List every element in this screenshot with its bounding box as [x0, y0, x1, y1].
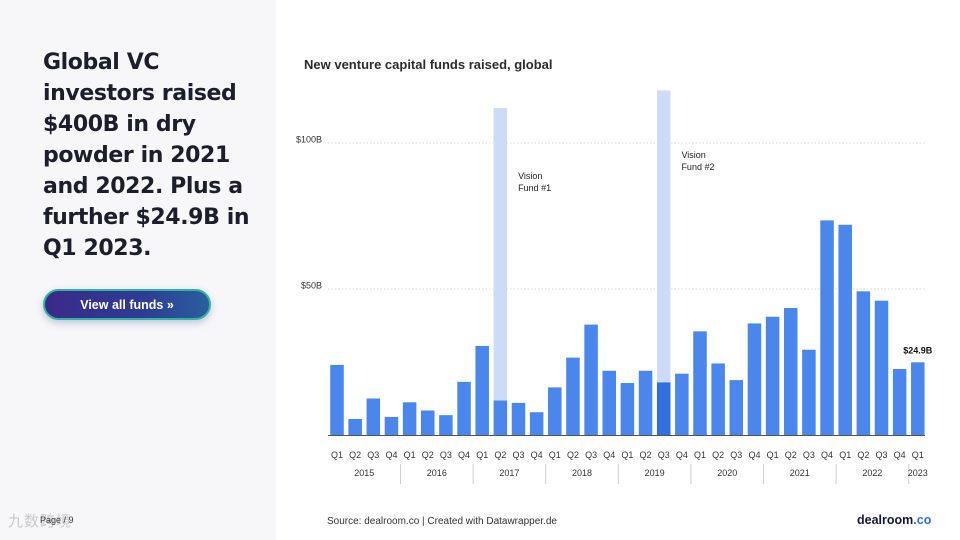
- last-value-label: $24.9B: [903, 345, 933, 355]
- annotation-label: Vision: [518, 171, 542, 181]
- bar: [493, 400, 508, 435]
- year-label: 2015: [354, 468, 374, 478]
- vision-fund-band: [493, 107, 508, 436]
- x-tick-label: Q3: [875, 450, 887, 460]
- x-tick-label: Q4: [385, 450, 397, 460]
- bar: [838, 224, 852, 435]
- x-tick-label: Q2: [422, 450, 434, 460]
- year-label: 2016: [427, 468, 447, 478]
- bar: [747, 323, 762, 435]
- bar: [548, 387, 562, 435]
- bar: [711, 363, 725, 435]
- y-tick-label: $50B: [301, 281, 322, 291]
- bar: [475, 345, 489, 435]
- bar: [656, 382, 671, 435]
- x-tick-label: Q1: [549, 450, 561, 460]
- bar: [384, 416, 399, 435]
- vision-fund-band: [656, 90, 671, 435]
- bar: [439, 415, 453, 435]
- x-tick-label: Q4: [458, 450, 470, 460]
- bar: [602, 370, 616, 435]
- chart-title: New venture capital funds raised, global: [304, 57, 553, 72]
- bar: [457, 381, 471, 435]
- x-tick-label: Q3: [730, 450, 742, 460]
- bar: [784, 307, 798, 435]
- bar: [421, 410, 435, 435]
- x-tick-label: Q3: [585, 450, 597, 460]
- bar: [892, 369, 907, 435]
- bar: [693, 331, 707, 435]
- x-tick-label: Q4: [748, 450, 760, 460]
- bar: [330, 364, 344, 435]
- bar: [402, 402, 417, 435]
- bar: [566, 357, 580, 435]
- bar: [765, 316, 780, 435]
- page-number: Page / 9: [40, 515, 74, 525]
- annotation-label: Fund #1: [518, 183, 551, 193]
- year-label: 2023: [908, 468, 928, 478]
- bar: [820, 220, 834, 435]
- annotation-label: Vision: [681, 150, 705, 160]
- x-tick-label: Q1: [404, 450, 416, 460]
- x-tick-label: Q1: [767, 450, 779, 460]
- x-tick-label: Q2: [567, 450, 579, 460]
- x-tick-label: Q3: [803, 450, 815, 460]
- bar: [620, 383, 635, 435]
- x-tick-label: Q2: [494, 450, 506, 460]
- bar: [511, 402, 526, 435]
- x-tick-label: Q4: [531, 450, 543, 460]
- watermark: 九数跨境: [8, 513, 73, 530]
- bar: [348, 418, 362, 435]
- left-panel: Global VC investors raised $400B in dry …: [0, 0, 276, 540]
- x-tick-label: Q4: [894, 450, 906, 460]
- x-tick-label: Q1: [694, 450, 706, 460]
- x-tick-label: Q3: [440, 450, 452, 460]
- year-label: 2017: [499, 468, 519, 478]
- x-tick-label: Q1: [839, 450, 851, 460]
- year-label: 2018: [572, 468, 592, 478]
- bar: [366, 398, 381, 435]
- vc-funds-bar-chart: $100B $50B Vision Fund #1 Vision Fund #2 $24.9…: [296, 90, 933, 484]
- x-tick-label: Q1: [912, 450, 924, 460]
- x-tick-label: Q3: [367, 450, 379, 460]
- x-tick-label: Q2: [712, 450, 724, 460]
- bar: [584, 324, 598, 435]
- bar: [729, 380, 744, 435]
- x-tick-label: Q3: [658, 450, 670, 460]
- bar: [638, 370, 653, 435]
- source-note: Source: dealroom.co | Created with Dataw…: [327, 516, 557, 527]
- bar: [856, 291, 871, 435]
- logo-wordmark: dealroom: [857, 513, 914, 527]
- x-tick-label: Q4: [603, 450, 615, 460]
- x-tick-label: Q2: [349, 450, 361, 460]
- bar: [911, 362, 925, 435]
- x-tick-label: Q2: [857, 450, 869, 460]
- headline: Global VC investors raised $400B in dry …: [43, 50, 250, 261]
- dealroom-logo: dealroom.co: [857, 513, 931, 527]
- x-tick-label: Q1: [621, 450, 633, 460]
- year-label: 2020: [717, 468, 737, 478]
- x-tick-label: Q1: [331, 450, 343, 460]
- annotation-label: Fund #2: [681, 162, 714, 172]
- bar: [874, 300, 889, 435]
- bar: [529, 412, 544, 435]
- bar: [802, 349, 816, 435]
- x-tick-label: Q4: [676, 450, 688, 460]
- x-tick-label: Q4: [821, 450, 833, 460]
- year-label: 2019: [645, 468, 665, 478]
- year-label: 2022: [862, 468, 882, 478]
- bar: [675, 373, 689, 435]
- x-tick-label: Q2: [785, 450, 797, 460]
- x-tick-label: Q2: [640, 450, 652, 460]
- year-label: 2021: [790, 468, 810, 478]
- view-all-funds-button[interactable]: View all funds »: [43, 289, 211, 320]
- x-tick-label: Q1: [476, 450, 488, 460]
- logo-suffix: .co: [913, 513, 932, 527]
- y-tick-label: $100B: [296, 135, 322, 145]
- x-tick-label: Q3: [512, 450, 524, 460]
